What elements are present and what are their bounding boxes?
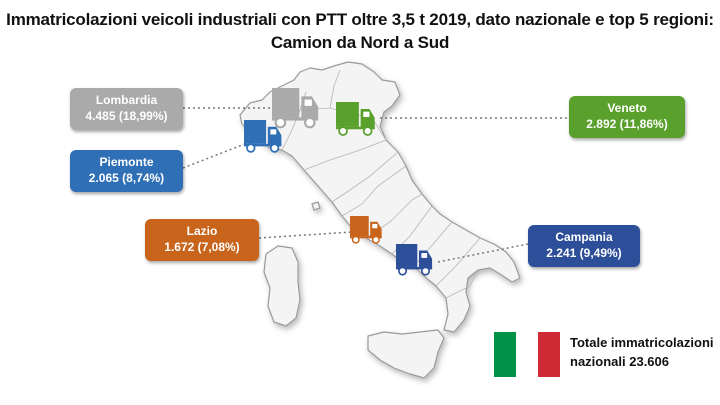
region-name-lombardia: Lombardia: [95, 93, 158, 107]
region-name-veneto: Veneto: [607, 101, 647, 115]
truck-icon-lombardia: [272, 88, 319, 129]
truck-icon-lazio: [350, 216, 382, 244]
leader-lines: [182, 107, 569, 263]
sardinia: [263, 245, 301, 327]
leader-piemonte: [182, 141, 251, 169]
region-box-veneto: Veneto 2.892 (11,86%): [569, 96, 685, 138]
flag-white-stripe: [516, 332, 538, 377]
region-box-campania: Campania 2.241 (9,49%): [528, 225, 640, 267]
region-box-lazio: Lazio 1.672 (7,08%): [145, 219, 259, 261]
truck-icon-veneto: [336, 102, 375, 136]
region-value-lombardia: 4.485 (18,99%): [85, 109, 168, 123]
region-box-lombardia: Lombardia 4.485 (18,99%): [70, 88, 183, 130]
flag-green-stripe: [494, 332, 516, 377]
region-box-piemonte: Piemonte 2.065 (8,74%): [70, 150, 183, 192]
total-line-2: nazionali 23.606: [570, 354, 669, 369]
flag-red-stripe: [538, 332, 560, 377]
italy-mainland: [239, 61, 521, 333]
page-title: Immatricolazioni veicoli industriali con…: [0, 8, 720, 54]
leader-campania: [437, 243, 529, 263]
region-value-piemonte: 2.065 (8,74%): [88, 171, 165, 185]
elba: [311, 201, 321, 211]
italian-flag-icon: [494, 332, 560, 377]
region-value-veneto: 2.892 (11,86%): [586, 117, 668, 131]
total-line-1: Totale immatricolazioni: [570, 335, 714, 350]
sicily: [367, 329, 445, 379]
region-value-lazio: 1.672 (7,08%): [164, 240, 240, 254]
truck-icon-campania: [396, 244, 433, 276]
truck-icon-piemonte: [244, 120, 282, 153]
region-name-lazio: Lazio: [186, 224, 218, 238]
title-line-1: Immatricolazioni veicoli industriali con…: [6, 10, 714, 29]
leader-lazio: [258, 231, 353, 239]
national-total: Totale immatricolazioni nazionali 23.606: [570, 333, 714, 371]
title-line-2: Camion da Nord a Sud: [270, 33, 450, 52]
region-value-campania: 2.241 (9,49%): [546, 246, 622, 260]
region-name-campania: Campania: [555, 230, 613, 244]
region-name-piemonte: Piemonte: [99, 155, 154, 169]
